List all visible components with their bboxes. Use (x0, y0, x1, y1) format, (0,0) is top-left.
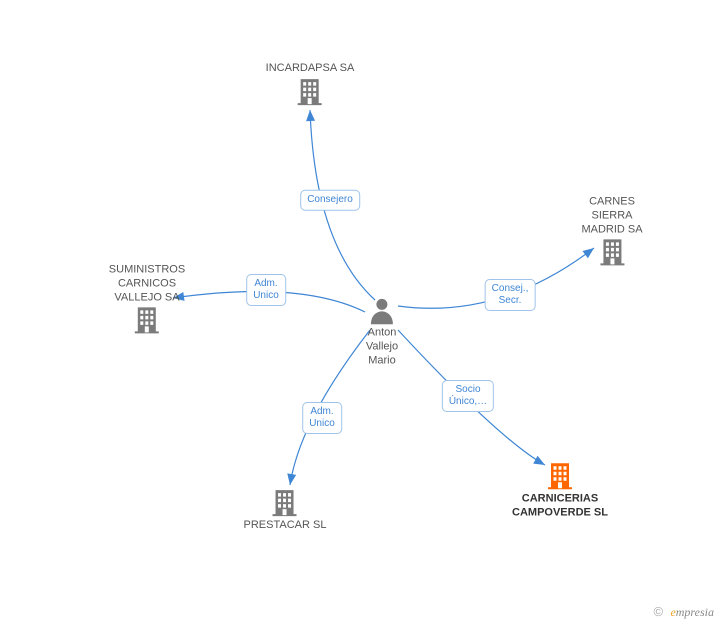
node-incardapsa: INCARDAPSA SA (266, 62, 355, 108)
edge-label: Adm. Unico (246, 274, 286, 306)
edge-arrowhead (306, 110, 316, 121)
node-label: CARNES SIERRA MADRID SA (581, 195, 642, 236)
building-icon (132, 305, 162, 335)
building-icon (597, 237, 627, 267)
node-carnes_sierra: CARNES SIERRA MADRID SA (581, 195, 642, 268)
center-person-node: Anton Vallejo Mario (366, 296, 398, 367)
building-icon (270, 487, 300, 517)
node-carnicerias: CARNICERIAS CAMPOVERDE SL (512, 460, 608, 520)
node-suministros: SUMINISTROS CARNICOS VALLEJO SA (109, 263, 185, 336)
node-label: PRESTACAR SL (244, 519, 327, 533)
person-icon (369, 296, 395, 324)
brand-rest: mpresia (676, 605, 714, 619)
edge-label: Adm. Unico (302, 402, 342, 434)
building-icon (545, 460, 575, 490)
edge-label: Consejero (300, 190, 360, 211)
edge-label: Consej., Secr. (485, 279, 536, 311)
node-label: CARNICERIAS CAMPOVERDE SL (512, 492, 608, 520)
copyright-symbol: © (654, 604, 664, 619)
node-label: Anton Vallejo Mario (366, 326, 398, 367)
edge-label: Socio Único,… (442, 380, 494, 412)
edge-arrowhead (286, 473, 297, 485)
footer-attribution: © empresia (654, 604, 715, 620)
node-prestacar: PRESTACAR SL (244, 487, 327, 533)
node-label: SUMINISTROS CARNICOS VALLEJO SA (109, 263, 185, 304)
node-label: INCARDAPSA SA (266, 62, 355, 76)
building-icon (295, 76, 325, 106)
